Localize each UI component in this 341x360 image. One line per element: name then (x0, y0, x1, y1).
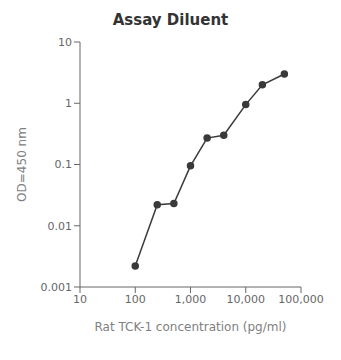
svg-text:OD=450 nm: OD=450 nm (15, 127, 29, 202)
svg-text:1,000: 1,000 (175, 293, 207, 306)
svg-text:100: 100 (125, 293, 146, 306)
svg-text:0.001: 0.001 (41, 281, 73, 294)
svg-text:0.1: 0.1 (55, 158, 73, 171)
svg-text:10: 10 (58, 36, 72, 49)
svg-text:100,000: 100,000 (278, 293, 324, 306)
svg-text:10,000: 10,000 (227, 293, 266, 306)
svg-text:10: 10 (73, 293, 87, 306)
svg-text:0.01: 0.01 (48, 220, 73, 233)
svg-text:Rat TCK-1 concentration (pg/ml: Rat TCK-1 concentration (pg/ml) (95, 320, 287, 334)
html-text:Assay Diluent: Assay Diluent (112, 11, 229, 29)
svg-text:1: 1 (65, 97, 72, 110)
